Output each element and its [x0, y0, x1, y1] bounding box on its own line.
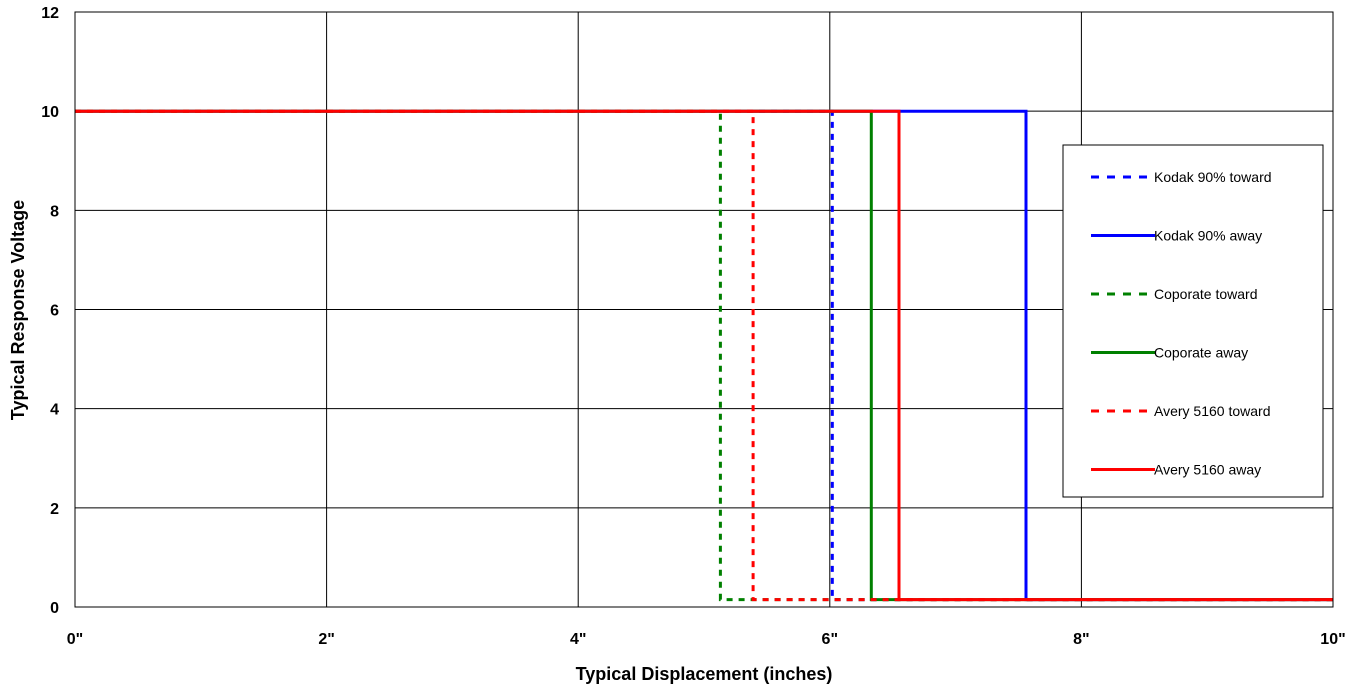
y-tick-labels: 0 2 4 6 8 10 12 — [41, 5, 59, 617]
x-tick-label: 4" — [570, 631, 586, 648]
legend-label: Coporate away — [1154, 345, 1248, 361]
legend-label: Coporate toward — [1154, 286, 1258, 302]
legend-label: Kodak 90% away — [1154, 228, 1262, 244]
legend-label: Avery 5160 away — [1154, 462, 1261, 478]
plot-border — [74, 11, 1334, 608]
x-tick-labels: 0" 2" 4" 6" 8" 10" — [67, 631, 1346, 648]
y-tick-label: 8 — [50, 203, 59, 220]
x-tick-label: 0" — [67, 631, 83, 648]
legend-label: Avery 5160 toward — [1154, 403, 1270, 419]
x-tick-label: 10" — [1320, 631, 1345, 648]
series-lines — [75, 109, 1333, 602]
y-tick-label: 6 — [50, 303, 59, 320]
x-tick-label: 6" — [822, 631, 838, 648]
legend-label: Kodak 90% toward — [1154, 169, 1272, 185]
y-tick-label: 12 — [41, 5, 59, 22]
y-tick-label: 10 — [41, 104, 59, 121]
y-tick-label: 2 — [50, 501, 59, 518]
x-tick-label: 8" — [1073, 631, 1089, 648]
x-tick-label: 2" — [318, 631, 334, 648]
series-line — [75, 109, 1333, 602]
x-axis-title: Typical Displacement (inches) — [576, 664, 833, 684]
y-tick-label: 0 — [50, 600, 59, 617]
legend: Kodak 90% toward Kodak 90% away Coporate t… — [1062, 144, 1324, 498]
y-tick-label: 4 — [50, 402, 59, 419]
legend-box — [1062, 144, 1324, 498]
series-line — [75, 109, 1333, 602]
y-axis-title: Typical Response Voltage — [8, 200, 28, 420]
